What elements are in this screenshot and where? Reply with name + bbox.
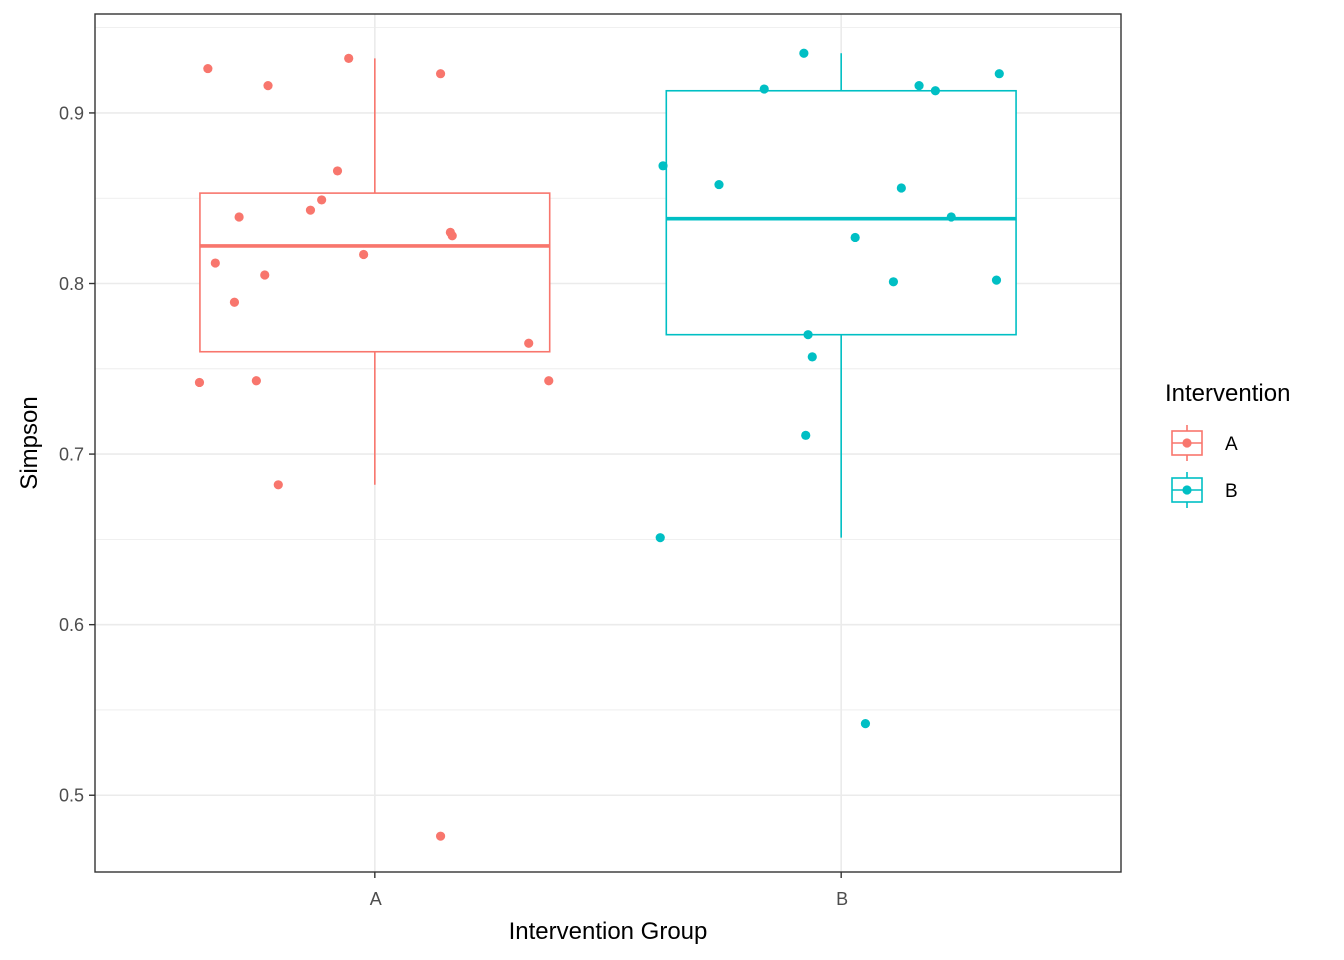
data-point [317, 195, 327, 205]
legend-title: Intervention [1165, 380, 1290, 407]
data-point [896, 183, 906, 193]
data-point [799, 48, 809, 58]
data-point [273, 480, 283, 490]
box-group-b [665, 53, 1017, 538]
axes: 0.5 0.6 0.7 0.8 0.9 A B [59, 103, 848, 909]
data-point [344, 53, 354, 63]
legend-keys [1171, 425, 1203, 508]
data-point [914, 81, 924, 91]
box-group-a [199, 58, 551, 485]
box-layer [199, 53, 1017, 538]
data-point [930, 86, 940, 96]
data-point [803, 330, 813, 340]
data-point [759, 84, 769, 94]
legend-label-b: B [1225, 481, 1238, 502]
data-point [801, 430, 811, 440]
data-point [524, 338, 534, 348]
data-point [807, 352, 817, 362]
data-point [194, 377, 205, 388]
data-point [251, 376, 261, 386]
x-axis-title: Intervention Group [509, 918, 708, 945]
data-point [359, 249, 369, 260]
data-point [305, 205, 316, 215]
data-point [332, 166, 343, 176]
data-point [946, 212, 956, 222]
y-tick-label: 0.8 [59, 274, 84, 294]
x-tick-label: B [836, 889, 848, 909]
data-point [991, 275, 1002, 285]
legend-key-b [1171, 472, 1203, 508]
data-point [447, 231, 457, 241]
y-tick-label: 0.7 [59, 445, 84, 465]
data-point [544, 376, 554, 386]
data-point [260, 270, 270, 280]
data-point [994, 69, 1004, 79]
legend-label-a: A [1225, 434, 1238, 455]
y-tick-label: 0.6 [59, 615, 84, 635]
data-point [435, 69, 446, 79]
legend-key-point [1182, 485, 1192, 495]
data-point [850, 232, 860, 243]
box-iqr [665, 89, 1017, 336]
data-point [263, 81, 273, 91]
legend-key-point [1182, 438, 1192, 448]
plot-panel-border [94, 13, 1122, 873]
box-iqr [199, 192, 551, 353]
data-point [435, 831, 446, 841]
jitter-points [194, 48, 1004, 841]
data-point [655, 533, 665, 543]
legend: Intervention A B [1165, 380, 1290, 508]
data-point [860, 718, 871, 729]
data-point [714, 179, 724, 190]
data-point [658, 161, 668, 171]
x-tick-label: A [370, 889, 382, 909]
y-tick-label: 0.9 [59, 103, 84, 123]
data-point [210, 258, 220, 268]
data-point [229, 297, 240, 307]
data-point [888, 277, 899, 287]
legend-key-a [1171, 425, 1203, 461]
y-tick-label: 0.5 [59, 786, 84, 806]
data-point [234, 212, 244, 222]
data-point [203, 63, 213, 74]
y-axis-title: Simpson [16, 396, 43, 489]
